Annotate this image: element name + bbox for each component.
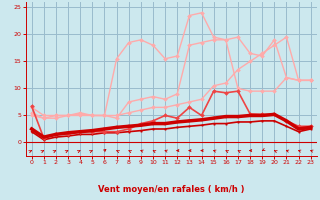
- X-axis label: Vent moyen/en rafales ( km/h ): Vent moyen/en rafales ( km/h ): [98, 185, 244, 194]
